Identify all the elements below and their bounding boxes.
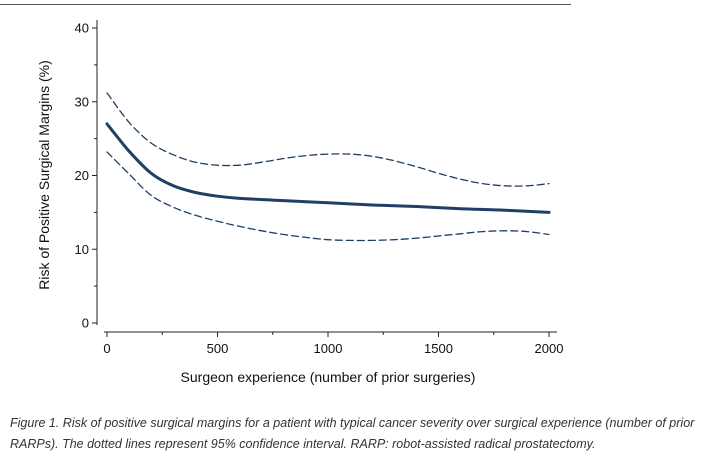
risk-chart: 0 10 20 30 40 0 500 1000 1500 2000 Surgeon exper…	[36, 20, 563, 385]
x-tick-label: 1000	[314, 341, 343, 356]
x-tick-label: 1500	[424, 341, 453, 356]
y-tick-label: 10	[75, 242, 89, 257]
x-tick-label: 2000	[535, 341, 564, 356]
x-axis-ticks: 0 500 1000 1500 2000	[103, 332, 563, 356]
lower-ci-line	[106, 151, 550, 242]
caption-line-2: RARPs). The dotted lines represent 95% c…	[10, 437, 596, 451]
y-axis-title: Risk of Positive Surgical Margins (%)	[36, 60, 52, 290]
series-layer	[105, 92, 551, 242]
top-divider	[0, 4, 571, 5]
x-tick-label: 500	[207, 341, 229, 356]
figure-caption: Figure 1. Risk of positive surgical marg…	[10, 413, 710, 455]
x-tick-label: 0	[103, 341, 110, 356]
upper-ci-line	[106, 92, 550, 187]
caption-line-1: Figure 1. Risk of positive surgical marg…	[10, 416, 695, 430]
y-tick-label: 40	[75, 21, 89, 36]
axes	[96, 20, 557, 333]
risk-estimate-line	[105, 122, 551, 214]
y-tick-label: 30	[75, 94, 89, 109]
y-axis-ticks: 0 10 20 30 40	[75, 21, 97, 331]
y-tick-label: 0	[82, 316, 89, 331]
x-axis-title: Surgeon experience (number of prior surg…	[181, 369, 476, 385]
y-tick-label: 20	[75, 168, 89, 183]
